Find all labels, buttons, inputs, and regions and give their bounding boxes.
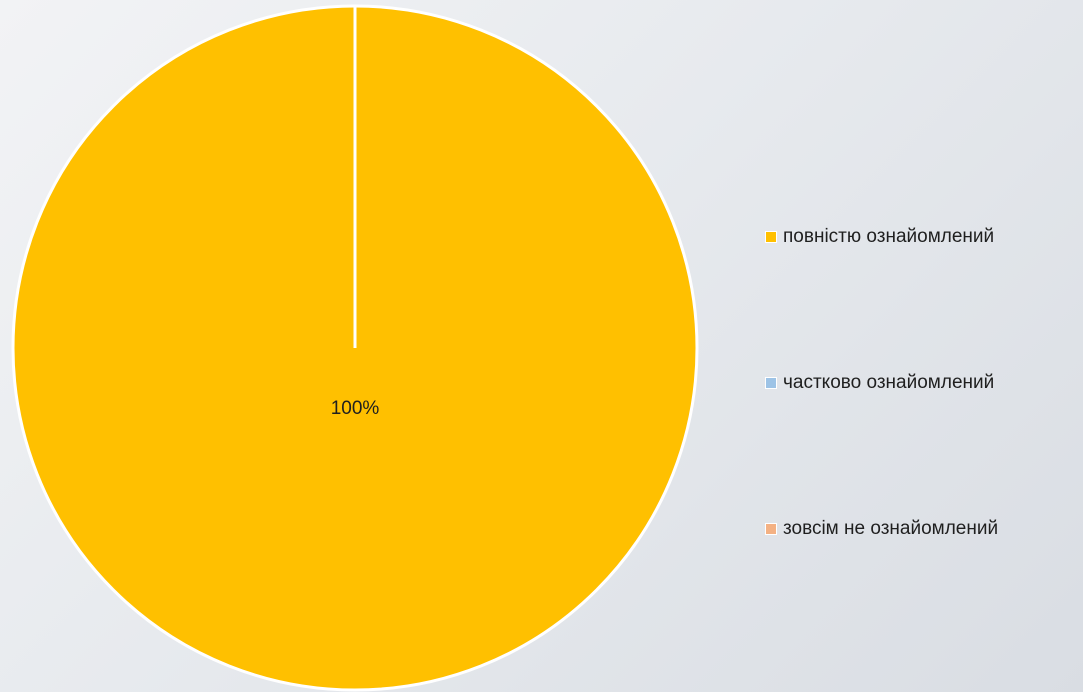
legend-item-fully-familiar: повністю ознайомлений xyxy=(765,222,994,252)
legend-swatch-fully-familiar xyxy=(765,231,777,243)
legend-swatch-partially-familiar xyxy=(765,377,777,389)
legend-label-fully-familiar: повністю ознайомлений xyxy=(783,226,995,247)
pie-data-labels: 100% xyxy=(331,398,380,419)
legend-item-not-familiar: зовсім не ознайомлений xyxy=(765,514,998,544)
legend-label-partially-familiar: частково ознайомлений xyxy=(783,372,995,393)
data-label-fully-familiar: 100% xyxy=(331,398,380,419)
legend-label-not-familiar: зовсім не ознайомлений xyxy=(783,518,999,539)
pie-slices xyxy=(11,4,699,692)
legend-swatch-not-familiar xyxy=(765,523,777,535)
legend-item-partially-familiar: частково ознайомлений xyxy=(765,368,994,398)
